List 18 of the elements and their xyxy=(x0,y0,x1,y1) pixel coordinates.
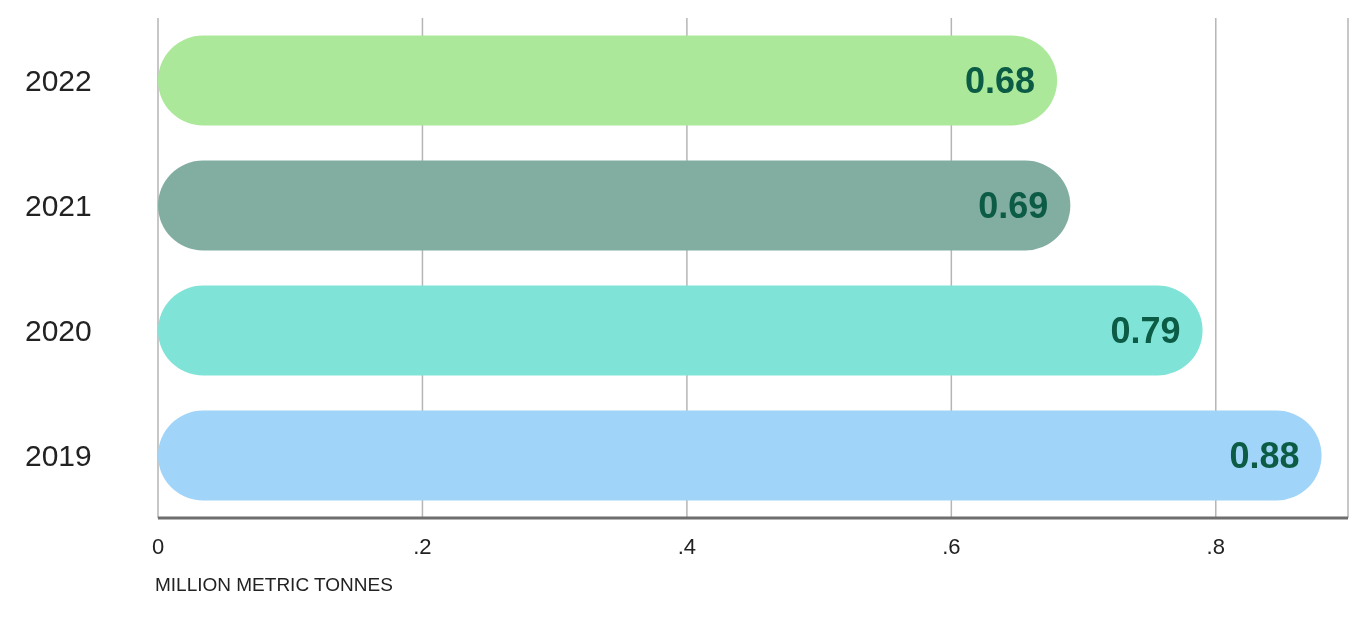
data-label: 0.79 xyxy=(1110,310,1181,352)
x-tick-label: .2 xyxy=(413,533,432,559)
y-tick-label: 2019 xyxy=(25,439,92,473)
data-label: 0.68 xyxy=(965,60,1036,102)
bar xyxy=(158,410,1322,501)
y-tick-label: 2020 xyxy=(25,314,92,348)
x-tick-label: .6 xyxy=(942,533,961,559)
y-tick-label: 2022 xyxy=(25,64,92,98)
x-tick-label: .8 xyxy=(1206,533,1225,559)
data-label: 0.88 xyxy=(1229,435,1300,477)
x-tick-label: 0 xyxy=(151,533,165,559)
bar xyxy=(158,285,1203,376)
bar xyxy=(158,160,1071,251)
bar xyxy=(158,35,1058,126)
y-tick-label: 2021 xyxy=(25,189,92,223)
x-axis-title: MILLION METRIC TONNES xyxy=(155,574,394,596)
data-label: 0.69 xyxy=(978,185,1049,227)
x-tick-label: .4 xyxy=(677,533,697,559)
